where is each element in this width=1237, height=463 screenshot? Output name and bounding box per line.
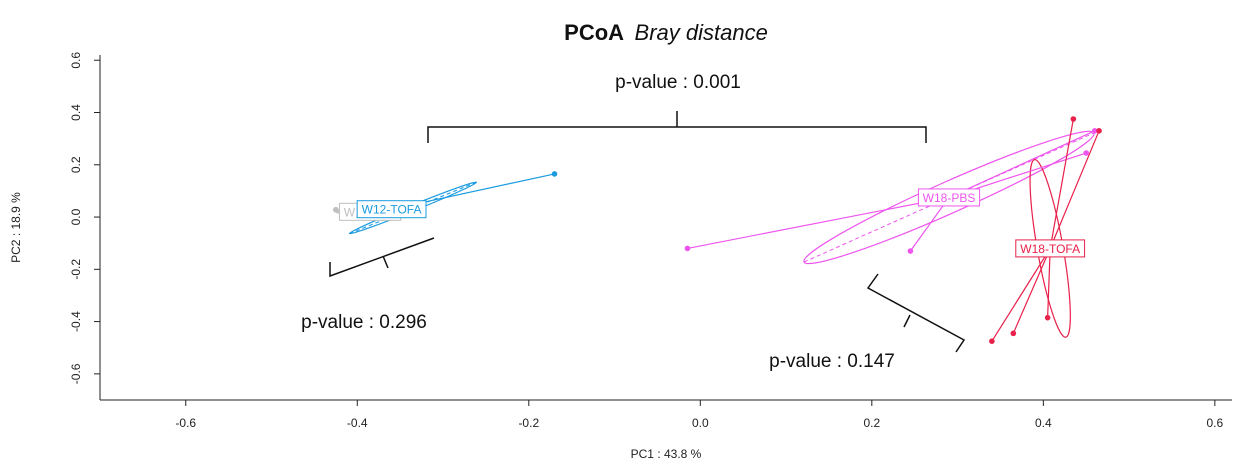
y-tick-label: 0.6 (69, 52, 83, 69)
data-points (333, 116, 1102, 344)
group-label-text: W18-PBS (923, 191, 976, 205)
data-point (684, 245, 691, 252)
x-tick-label: 0.0 (692, 416, 709, 430)
ellipse-axis (803, 132, 1095, 263)
group-label-box (1015, 239, 1086, 258)
y-tick-label: 0.4 (69, 104, 83, 121)
x-axis-ticks: -0.6 -0.4 -0.2 0.0 0.2 0.4 0.6 (175, 400, 1224, 430)
y-axis-label: PC2 : 18.9 % (9, 192, 23, 263)
pvalue-annotation-left: p-value : 0.296 (301, 312, 427, 333)
group-label-box (917, 188, 981, 207)
data-point (1010, 330, 1017, 337)
group-label: W12-TOFA (356, 200, 427, 219)
data-point (1096, 127, 1102, 134)
chart-title-main: PCoA (564, 20, 624, 45)
data-point (1044, 314, 1051, 321)
y-tick-label: 0.2 (69, 156, 83, 173)
x-axis-label: PC1 : 43.8 % (631, 447, 702, 461)
group-label-box (356, 200, 427, 219)
group-label-text: W18-TOFA (1020, 242, 1080, 256)
data-point (1070, 116, 1077, 122)
pvalue-annotation-top: p-value : 0.001 (615, 72, 741, 93)
y-tick-label: 0.0 (69, 208, 83, 225)
data-point (989, 338, 995, 344)
data-point (1083, 150, 1090, 156)
group-label: W18-TOFA (1015, 239, 1086, 258)
data-point (333, 206, 339, 213)
y-tick-label: -0.2 (69, 259, 83, 280)
chart-title-sub: Bray distance (635, 20, 768, 45)
group-spoke (1049, 130, 1100, 249)
group-label-text: W12-TOFA (362, 203, 422, 217)
bracket-top (427, 111, 927, 143)
x-tick-label: -0.6 (175, 416, 196, 430)
data-point (1091, 127, 1098, 134)
pvalue-annotation-right: p-value : 0.147 (769, 351, 895, 372)
x-tick-label: 0.4 (1035, 416, 1052, 430)
bracket-right (866, 273, 966, 353)
data-point (551, 171, 558, 177)
group-spoke (948, 130, 1096, 198)
group-spoke (1012, 248, 1051, 334)
x-tick-label: -0.4 (347, 416, 368, 430)
y-tick-label: -0.6 (69, 363, 83, 384)
significance-brackets (329, 111, 966, 353)
chart-title: PCoA Bray distance (564, 20, 768, 45)
x-tick-label: 0.2 (863, 416, 880, 430)
data-point (907, 248, 914, 254)
bracket-left (329, 237, 435, 278)
ellipse-axis (349, 181, 477, 235)
group-spoke (1047, 248, 1051, 318)
x-tick-label: 0.6 (1207, 416, 1224, 430)
group-spoke (991, 248, 1051, 342)
y-axis-ticks: -0.6 -0.4 -0.2 0.0 0.2 0.4 0.6 (69, 52, 100, 384)
x-tick-label: -0.2 (518, 416, 539, 430)
group-spoke (687, 196, 950, 249)
group-ellipses (335, 130, 1095, 338)
group-spokes (335, 118, 1100, 342)
group-spoke (1049, 118, 1074, 249)
y-tick-label: -0.4 (69, 311, 83, 332)
group-label: W18-PBS (917, 188, 981, 207)
